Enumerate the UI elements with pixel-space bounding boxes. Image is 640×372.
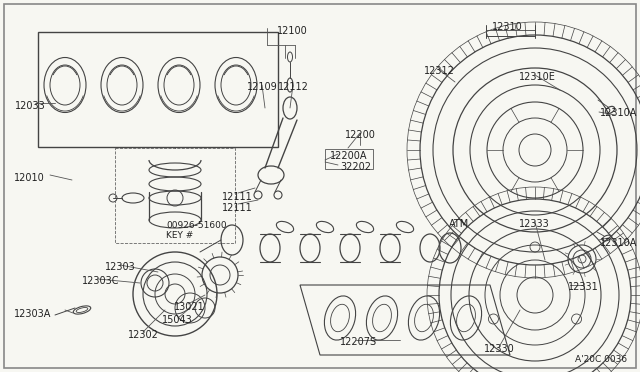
Text: 12200: 12200 [345,130,376,140]
Text: 12200A: 12200A [330,151,367,161]
Text: 12112: 12112 [278,82,309,92]
Text: 13021: 13021 [174,302,205,312]
Text: 12302: 12302 [128,330,159,340]
Text: 12303: 12303 [105,262,136,272]
Text: 12331: 12331 [568,282,599,292]
Bar [115,148,235,243]
Bar [325,149,373,169]
Text: 12111: 12111 [222,192,253,202]
Text: 32202: 32202 [340,162,371,172]
Text: 12100: 12100 [277,26,308,36]
Text: 12310E: 12310E [519,72,556,82]
Text: 12111: 12111 [222,203,253,213]
Text: 15043: 15043 [162,315,193,325]
Text: 12310: 12310 [492,22,523,32]
Text: 12109: 12109 [247,82,278,92]
Text: 12330: 12330 [484,344,515,354]
Text: 12333: 12333 [519,219,550,229]
Text: KEY #: KEY # [166,231,193,240]
Bar [38,32,278,147]
Text: 12010: 12010 [14,173,45,183]
Text: 12310A: 12310A [600,108,637,118]
Text: 12303C: 12303C [82,276,120,286]
Text: 12312: 12312 [424,66,455,76]
Text: 12303A: 12303A [14,309,51,319]
Text: 12207S: 12207S [340,337,377,347]
Text: 12033: 12033 [15,101,45,111]
Text: 00926-51600: 00926-51600 [166,221,227,230]
Text: ATM: ATM [449,219,469,229]
Text: A'20C 0036: A'20C 0036 [575,355,627,364]
Text: 12310A: 12310A [600,238,637,248]
